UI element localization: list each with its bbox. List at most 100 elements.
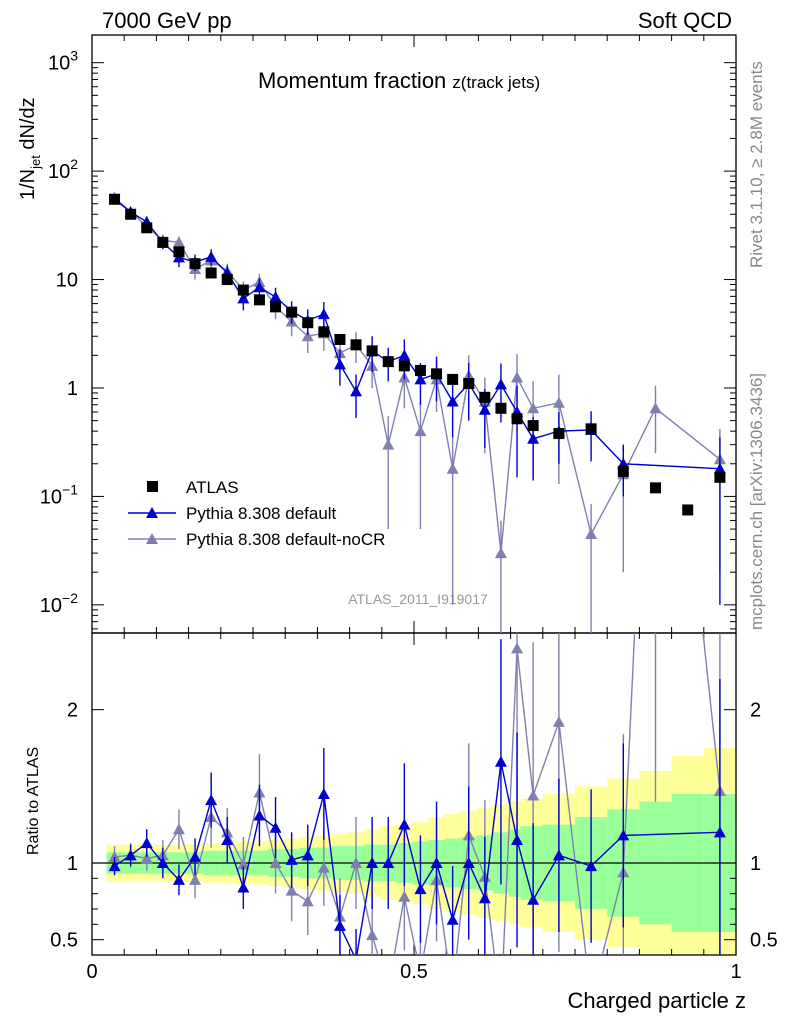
legend-label-default: Pythia 8.308 default: [186, 504, 337, 523]
nocr-ratio-marker-26: [527, 789, 540, 801]
default-ratio-marker-22: [462, 857, 475, 868]
atlas-marker-31: [682, 504, 694, 516]
nocr-main-marker-21: [446, 462, 459, 474]
atlas-marker-21: [447, 373, 459, 385]
atlas-marker-26: [527, 420, 539, 432]
x-axis-label: Charged particle z: [567, 988, 746, 1013]
atlas-marker-19: [414, 364, 426, 376]
nocr-main-marker-27: [552, 396, 565, 408]
side-label-top: Rivet 3.1.10, ≥ 2.8M events: [747, 61, 766, 268]
default-ratio-marker-5: [189, 850, 202, 862]
nocr-main-marker-17: [382, 438, 395, 450]
nocr-ratio-marker-0: [108, 850, 121, 862]
nocr-ratio-marker-4: [172, 823, 185, 835]
nocr-main-marker-26: [527, 402, 540, 414]
y-tick-label-ratio-left-2: 0.5: [50, 930, 78, 952]
y-tick-label-main-exp-1: 2: [70, 156, 78, 172]
y-tick-label-ratio-right-0: 2: [750, 700, 761, 722]
default-main-marker-6: [205, 250, 218, 262]
atlas-marker-11: [286, 306, 298, 318]
default-main-marker-30: [713, 462, 726, 474]
atlas-marker-12: [302, 317, 314, 329]
atlas-marker-8: [237, 284, 249, 296]
default-ratio-marker-3: [156, 857, 169, 868]
atlas-marker-6: [205, 267, 217, 279]
atlas-marker-0: [109, 193, 121, 205]
default-ratio-marker-2: [140, 837, 153, 849]
atlas-marker-5: [189, 258, 201, 270]
atlas-marker-9: [253, 294, 265, 306]
atlas-marker-7: [221, 274, 233, 286]
default-ratio-marker-28: [585, 860, 598, 872]
analysis-label: ATLAS_2011_I919017: [348, 591, 488, 607]
y-tick-label-main-3: 1: [67, 378, 78, 400]
default-ratio-marker-24: [494, 755, 507, 767]
nocr-ratio-marker-11: [285, 884, 298, 896]
default-ratio-marker-30: [713, 826, 726, 838]
default-main-marker-10: [269, 291, 282, 303]
default-ratio-series: [108, 639, 726, 955]
default-main-marker-8: [237, 292, 250, 304]
atlas-marker-15: [350, 339, 362, 351]
nocr-main-marker-19: [414, 425, 427, 437]
atlas-main-series: [109, 193, 726, 516]
y-tick-label-main-base-0: 10: [48, 53, 70, 75]
default-ratio-marker-19: [414, 883, 427, 895]
default-ratio-marker-18: [398, 818, 411, 830]
legend-marker-atlas: [147, 481, 158, 492]
nocr-ratio-marker-25: [511, 642, 524, 654]
default-ratio-marker-9: [253, 809, 266, 821]
y-tick-label-ratio-left-1: 1: [67, 853, 78, 875]
atlas-marker-22: [463, 377, 475, 389]
atlas-marker-16: [366, 345, 378, 357]
default-main-marker-18: [398, 349, 411, 361]
default-ratio-marker-17: [382, 857, 395, 868]
nocr-ratio-marker-10: [269, 857, 282, 868]
default-main-marker-26: [527, 432, 540, 444]
default-ratio-marker-10: [269, 821, 282, 833]
x-tick-label-1: 0.5: [400, 961, 428, 983]
default-ratio-marker-7: [221, 834, 234, 845]
atlas-marker-25: [511, 413, 523, 425]
nocr-ratio-marker-24: [495, 1003, 507, 1014]
y-axis-label-main: 1/Njet dN/dz: [17, 97, 43, 200]
default-ratio-marker-4: [172, 873, 185, 885]
atlas-marker-14: [334, 333, 346, 345]
default-main-marker-19: [414, 373, 427, 385]
nocr-ratio-marker-15: [350, 857, 363, 868]
nocr-main-marker-25: [511, 371, 524, 383]
default-ratio-marker-25: [511, 834, 524, 845]
default-ratio-marker-26: [527, 893, 540, 905]
atlas-marker-17: [382, 356, 394, 368]
y-tick-label-main-exp-4: −1: [62, 481, 78, 497]
default-main-line: [114, 198, 720, 470]
y-tick-label-main-4: 10−1: [40, 481, 78, 508]
atlas-marker-24: [495, 402, 507, 414]
default-ratio-marker-16: [366, 857, 379, 868]
nocr-ratio-marker-12: [301, 895, 314, 907]
y-tick-label-main-base-4: 10: [40, 486, 62, 508]
nocr-ratio-marker-2: [140, 852, 153, 864]
x-ticks: 0 0.5 1: [86, 35, 742, 983]
y-tick-label-ratio-right-1: 1: [750, 853, 761, 875]
y-tick-label-main-0: 103: [48, 48, 78, 75]
default-main-marker-15: [350, 385, 363, 397]
svg-text:1/Njet dN/dz: 1/Njet dN/dz: [17, 97, 43, 200]
default-ratio-marker-15: [355, 953, 357, 955]
atlas-marker-4: [173, 246, 185, 258]
atlas-marker-23: [479, 391, 491, 403]
chart-title-sub: z(track jets): [452, 73, 540, 92]
nocr-ratio-marker-16: [366, 929, 379, 941]
legend-marker-default: [146, 507, 158, 518]
side-label-bottom: mcplots.cern.ch [arXiv:1306.3436]: [747, 373, 766, 630]
nocr-ratio-line: [114, 633, 721, 955]
default-ratio-marker-21: [446, 913, 459, 925]
y-axis-label-main-tail: dN/dz: [17, 97, 39, 155]
default-main-marker-13: [317, 308, 330, 320]
nocr-main-marker-28: [585, 528, 598, 540]
atlas-marker-18: [398, 360, 410, 372]
y-tick-label-ratio-right-2: 0.5: [750, 930, 778, 952]
legend-marker-nocr: [146, 533, 158, 544]
